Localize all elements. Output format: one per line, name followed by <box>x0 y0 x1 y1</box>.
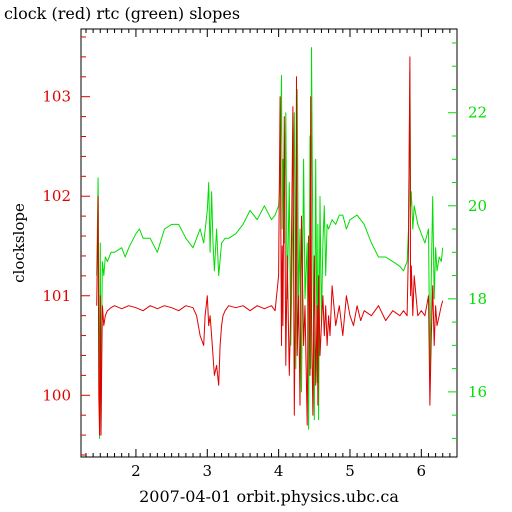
series-line-rtc <box>96 47 444 439</box>
x-tick-label: 3 <box>203 462 213 480</box>
x-axis-label: 2007-04-01 orbit.physics.ubc.ca <box>139 487 399 506</box>
y-right-tick-label: 20 <box>468 197 487 215</box>
y-right-tick-label: 18 <box>468 290 487 308</box>
chart-title: clock (red) rtc (green) slopes <box>4 4 240 23</box>
y-right-tick-label: 16 <box>468 383 487 401</box>
plot-frame <box>80 28 458 458</box>
y-left-tick-label: 100 <box>42 386 71 404</box>
y-left-tick-label: 101 <box>42 287 71 305</box>
ticks: 2 3 4 5 6 100 101 102 103 16 18 20 22 <box>42 29 487 480</box>
series-layer <box>96 47 444 439</box>
y-right-tick-label: 22 <box>468 104 487 122</box>
series-line-clock <box>96 56 444 436</box>
x-tick-label: 4 <box>274 462 284 480</box>
x-tick-label: 5 <box>345 462 355 480</box>
y-left-tick-label: 102 <box>42 187 71 205</box>
x-tick-label: 2 <box>131 462 141 480</box>
y-axis-label: clockslope <box>10 203 28 283</box>
x-tick-label: 6 <box>417 462 427 480</box>
y-left-tick-label: 103 <box>42 88 71 106</box>
